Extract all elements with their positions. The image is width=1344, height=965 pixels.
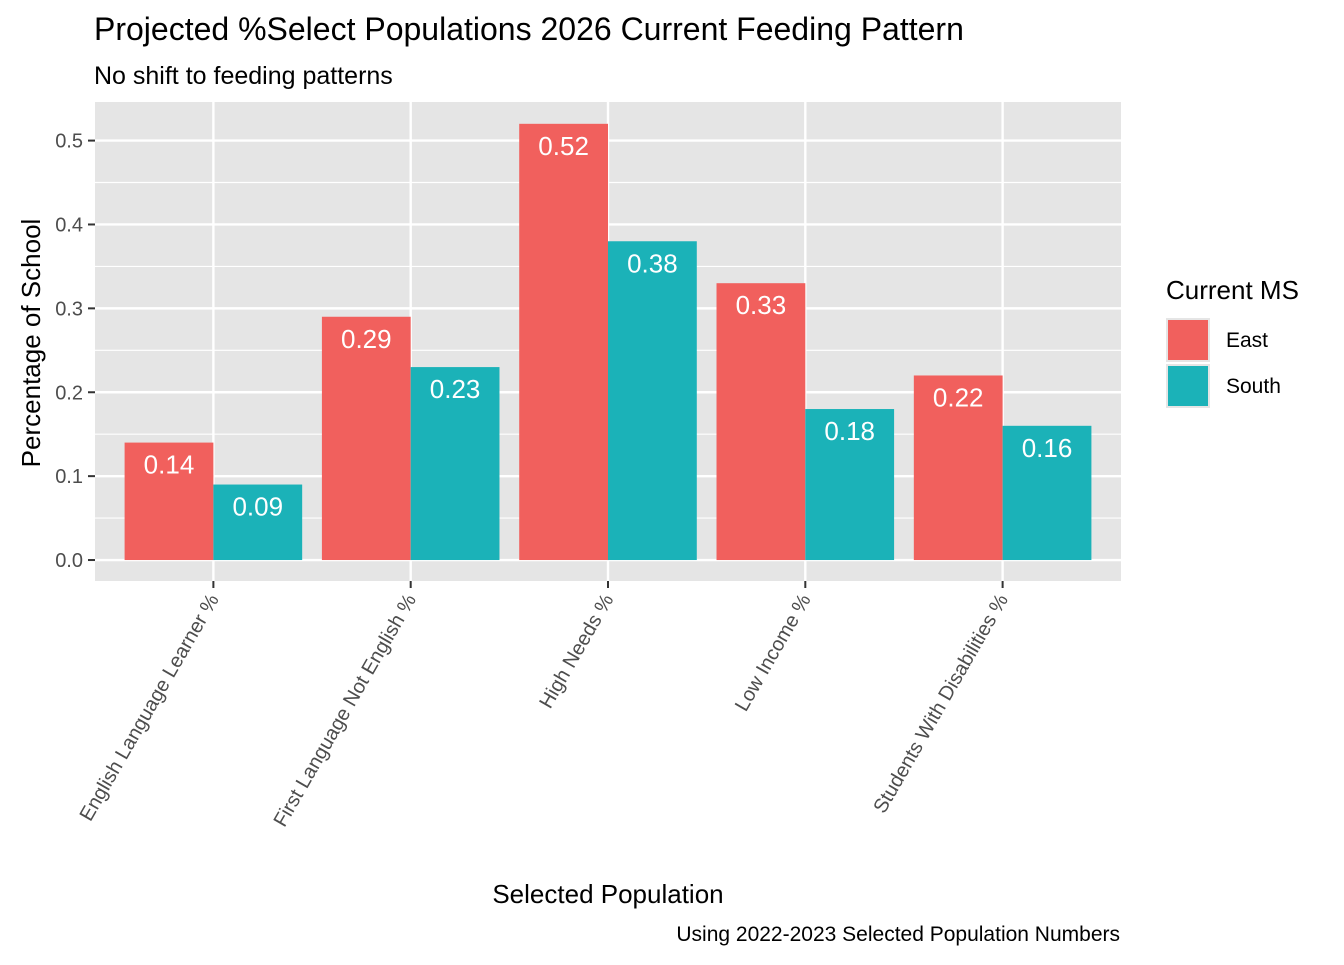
legend-key-south — [1168, 366, 1208, 406]
legend-label: East — [1226, 329, 1268, 352]
y-axis: 0.0 0.1 0.2 0.3 0.4 0.5 — [55, 131, 95, 572]
bar-east — [913, 375, 1003, 561]
x-tick-label: English Language Learner % — [76, 590, 224, 825]
bar-value-label: 0.09 — [232, 492, 283, 522]
y-tick-label: 0.3 — [55, 298, 83, 320]
y-tick-label: 0.0 — [55, 550, 83, 572]
bar-value-label: 0.29 — [341, 324, 392, 354]
bar-east — [124, 442, 214, 561]
legend-title: Current MS — [1166, 275, 1299, 305]
bar-value-label: 0.14 — [144, 450, 195, 480]
bar-south — [410, 367, 500, 561]
y-tick-label: 0.4 — [55, 214, 83, 236]
bar-south — [608, 241, 697, 561]
x-tick-label: Low Income % — [731, 590, 816, 715]
bar-value-label: 0.22 — [933, 382, 984, 412]
legend-label: South — [1226, 375, 1281, 398]
x-axis: English Language Learner % First Language… — [76, 581, 1013, 831]
bar-east — [716, 283, 806, 561]
x-axis-title: Selected Population — [492, 879, 723, 909]
bar-value-label: 0.52 — [538, 131, 589, 161]
y-tick-label: 0.5 — [55, 131, 83, 153]
bar-south — [1002, 425, 1092, 561]
bar-value-label: 0.38 — [627, 248, 678, 278]
chart-subtitle: No shift to feeding patterns — [94, 62, 393, 90]
bar-south — [213, 484, 303, 561]
y-axis-title: Percentage of School — [16, 219, 46, 468]
x-tick-label: High Needs % — [535, 590, 618, 712]
legend: Current MS East South — [1166, 275, 1299, 408]
plot-panel: 0.14 0.29 0.52 0.33 0.22 0.09 0.23 0.38 0.18 0.16 — [95, 102, 1121, 581]
bar-value-label: 0.18 — [824, 416, 875, 446]
bar-east — [519, 123, 608, 561]
bar-south — [805, 409, 895, 561]
legend-key-east — [1168, 320, 1208, 360]
x-tick-label: Students With Disabilities % — [869, 590, 1013, 817]
bar-east — [321, 316, 411, 561]
bar-value-label: 0.23 — [430, 374, 481, 404]
y-tick-label: 0.2 — [55, 382, 83, 404]
bar-value-label: 0.33 — [736, 290, 787, 320]
chart-caption: Using 2022-2023 Selected Population Numb… — [676, 923, 1120, 946]
bar-value-label: 0.16 — [1022, 433, 1073, 463]
chart-title: Projected %Select Populations 2026 Curre… — [94, 11, 964, 47]
x-tick-label: First Language Not English % — [270, 590, 421, 830]
y-tick-label: 0.1 — [55, 466, 83, 488]
